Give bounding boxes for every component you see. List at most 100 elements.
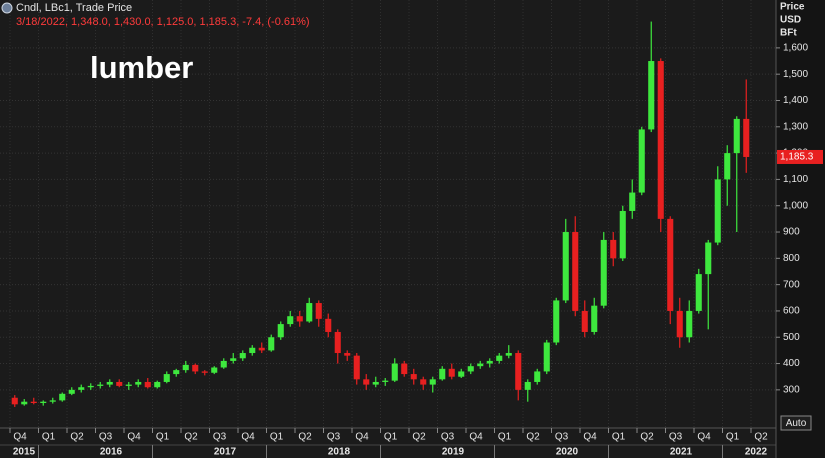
- candle-body: [230, 358, 237, 361]
- candle-body: [277, 324, 284, 338]
- candle-body: [220, 360, 227, 368]
- x-tick-label: Q2: [298, 432, 312, 443]
- candle-body: [296, 316, 303, 322]
- x-tick-label: Q1: [726, 432, 740, 443]
- candle-body: [410, 374, 417, 380]
- candle-body: [125, 384, 132, 386]
- candle-body: [68, 389, 75, 394]
- y-tick-label: 600: [783, 306, 800, 317]
- candle-body: [106, 381, 113, 385]
- candle-body: [40, 401, 47, 404]
- candle-body: [714, 179, 721, 243]
- x-tick-label: Q3: [441, 432, 455, 443]
- y-tick-label: 800: [783, 253, 800, 264]
- x-tick-label: Q1: [384, 432, 398, 443]
- candle-body: [743, 118, 750, 157]
- y-tick-label: 300: [783, 384, 800, 395]
- x-tick-label: Q2: [70, 432, 84, 443]
- x-tick-label: Q3: [555, 432, 569, 443]
- candle-body: [581, 310, 588, 332]
- candle-body: [372, 381, 379, 385]
- year-label: 2017: [214, 447, 237, 458]
- x-tick-label: Q1: [612, 432, 626, 443]
- candle-body: [334, 331, 341, 354]
- candle-body: [524, 381, 531, 390]
- year-label: 2019: [442, 447, 465, 458]
- candle-body: [458, 371, 465, 377]
- candle-body: [344, 353, 351, 356]
- candle-body: [648, 61, 655, 130]
- candle-body: [268, 337, 275, 351]
- axis-panel: [776, 0, 825, 458]
- candle-body: [163, 374, 170, 382]
- y-tick-label: 700: [783, 279, 800, 290]
- candle-body: [87, 385, 94, 388]
- candle-body: [21, 401, 28, 405]
- chart-title: lumber: [90, 50, 193, 85]
- candle-body: [439, 368, 446, 380]
- y-tick-label: 1,400: [783, 95, 808, 106]
- candle-body: [543, 342, 550, 372]
- year-label: 2018: [328, 447, 351, 458]
- x-tick-label: Q4: [127, 432, 141, 443]
- candle-body: [154, 381, 161, 388]
- candle-body: [258, 347, 265, 351]
- candle-body: [182, 364, 189, 371]
- x-tick-label: Q3: [327, 432, 341, 443]
- year-label: 2016: [100, 447, 123, 458]
- candle-body: [505, 353, 512, 356]
- last-price-label: 1,185.3: [780, 152, 814, 163]
- x-tick-label: Q3: [99, 432, 113, 443]
- x-tick-label: Q4: [697, 432, 711, 443]
- x-tick-label: Q1: [42, 432, 56, 443]
- candle-body: [629, 192, 636, 211]
- candle-body: [534, 371, 541, 382]
- candle-body: [353, 355, 360, 380]
- auto-button-label[interactable]: Auto: [786, 418, 807, 429]
- y-tick-label: 1,100: [783, 174, 808, 185]
- candle-body: [306, 303, 313, 322]
- candle-body: [676, 310, 683, 338]
- x-tick-label: Q1: [156, 432, 170, 443]
- x-tick-label: Q1: [270, 432, 284, 443]
- candle-body: [467, 366, 474, 372]
- x-tick-label: Q4: [469, 432, 483, 443]
- y-tick-label: 400: [783, 358, 800, 369]
- x-tick-label: Q3: [669, 432, 683, 443]
- candle-body: [619, 210, 626, 259]
- year-label: 2020: [556, 447, 579, 458]
- axes: 3004005006007008009001,0001,1001,2001,30…: [9, 43, 823, 458]
- candle-body: [638, 129, 645, 193]
- y-tick-label: 1,000: [783, 200, 808, 211]
- candle-body: [315, 303, 322, 319]
- x-tick-label: Q1: [498, 432, 512, 443]
- y-tick-label: 500: [783, 332, 800, 343]
- candle-body: [496, 355, 503, 361]
- candle-body: [705, 242, 712, 275]
- series-icon: [1, 2, 13, 14]
- candle-body: [572, 232, 579, 311]
- auto-button[interactable]: [780, 415, 812, 431]
- candle-body: [144, 381, 151, 388]
- candle-body: [429, 379, 436, 385]
- candle-body: [249, 347, 256, 354]
- axis-title: Price: [780, 2, 805, 13]
- candle-body: [420, 379, 427, 385]
- candle-body: [239, 353, 246, 359]
- x-tick-label: Q4: [355, 432, 369, 443]
- candle-body: [448, 368, 455, 377]
- candle-body: [287, 316, 294, 325]
- x-tick-label: Q2: [412, 432, 426, 443]
- candle-body: [325, 318, 332, 332]
- candle-body: [667, 218, 674, 311]
- y-tick-label: 1,300: [783, 121, 808, 132]
- axis-title: USD: [780, 15, 801, 26]
- candle-body: [59, 393, 66, 401]
- x-tick-label: Q4: [13, 432, 27, 443]
- y-tick-label: 1,600: [783, 43, 808, 54]
- y-tick-label: 900: [783, 227, 800, 238]
- candle-body: [11, 397, 18, 405]
- candle-body: [192, 364, 199, 372]
